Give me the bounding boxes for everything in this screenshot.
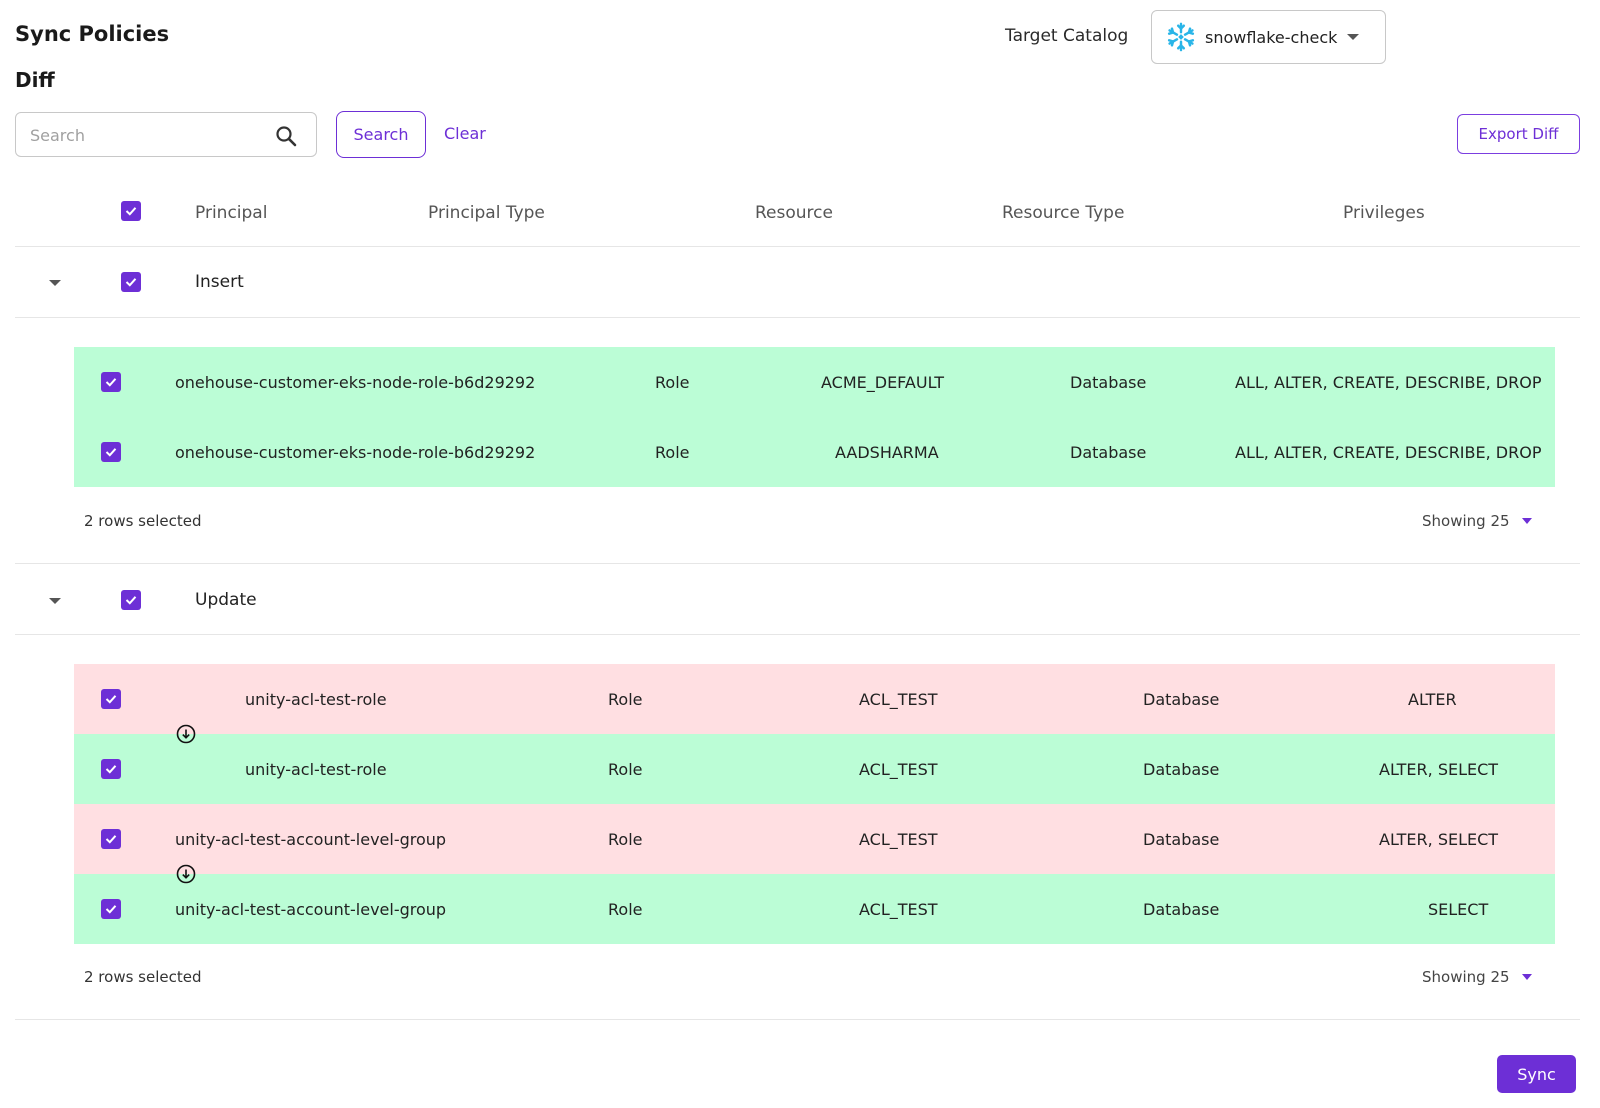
cell-resource: ACL_TEST [859,759,938,779]
arrow-down-circle-icon [176,724,196,744]
row-checkbox[interactable] [101,759,121,779]
cell-principal: unity-acl-test-role [245,759,387,779]
cell-principal: onehouse-customer-eks-node-role-b6d29292 [175,372,536,392]
row-checkbox[interactable] [101,372,121,392]
check-icon [125,207,137,216]
page-size-select[interactable]: Showing 25 [1422,512,1532,530]
cell-privileges: ALTER, SELECT [1379,829,1499,849]
row-checkbox[interactable] [101,829,121,849]
group-insert-label: Insert [195,272,244,292]
cell-privileges: ALTER, SELECT [1379,759,1499,779]
cell-resource-type: Database [1143,759,1220,779]
clear-button[interactable]: Clear [444,124,486,143]
cell-resource-type: Database [1143,899,1220,919]
cell-privileges: ALL, ALTER, CREATE, DESCRIBE, DROP [1235,372,1542,392]
chevron-down-icon [1347,34,1360,40]
group-divider [15,1019,1580,1020]
group-update-label: Update [195,590,257,610]
rows-selected-text: 2 rows selected [84,968,202,986]
check-icon [105,695,117,704]
cell-principal-type: Role [655,372,690,392]
export-diff-button[interactable]: Export Diff [1457,114,1580,154]
table-row[interactable]: onehouse-customer-eks-node-role-b6d29292… [74,347,1555,417]
check-icon [105,765,117,774]
cell-resource: ACL_TEST [859,899,938,919]
snowflake-icon [1164,20,1198,54]
cell-resource: ACL_TEST [859,689,938,709]
cell-principal-type: Role [608,829,643,849]
row-checkbox[interactable] [101,689,121,709]
page-title: Sync Policies [15,22,170,46]
chevron-down-icon [1521,974,1532,980]
column-header-principal[interactable]: Principal [195,203,268,223]
cell-principal-type: Role [608,899,643,919]
check-icon [105,378,117,387]
cell-principal: unity-acl-test-role [245,689,387,709]
table-row[interactable]: unity-acl-test-account-level-group Role … [74,804,1555,874]
cell-privileges: SELECT [1428,899,1489,919]
check-icon [105,835,117,844]
column-header-resource[interactable]: Resource [755,203,833,223]
search-box [15,112,317,157]
search-icon[interactable] [274,124,298,148]
check-icon [105,448,117,457]
cell-resource: ACL_TEST [859,829,938,849]
group-update-expand-icon[interactable] [49,598,61,604]
group-divider [15,563,1580,564]
select-all-checkbox[interactable] [121,201,141,221]
table-row[interactable]: unity-acl-test-account-level-group Role … [74,874,1555,944]
cell-principal-type: Role [608,759,643,779]
search-input[interactable] [30,123,260,147]
page-size-label: Showing 25 [1422,512,1510,530]
table-row[interactable]: unity-acl-test-role Role ACL_TEST Databa… [74,734,1555,804]
cell-privileges: ALL, ALTER, CREATE, DESCRIBE, DROP [1235,442,1542,462]
cell-principal-type: Role [655,442,690,462]
cell-principal: unity-acl-test-account-level-group [175,829,447,849]
cell-principal-type: Role [608,689,643,709]
column-header-principal-type[interactable]: Principal Type [428,203,545,223]
group-update-checkbox[interactable] [121,590,141,610]
cell-resource: ACME_DEFAULT [821,372,945,392]
header-divider [15,246,1580,247]
column-header-resource-type[interactable]: Resource Type [1002,203,1125,223]
check-icon [125,278,137,287]
chevron-down-icon [1521,518,1532,524]
row-checkbox[interactable] [101,442,121,462]
column-header-privileges[interactable]: Privileges [1343,203,1425,223]
target-catalog-select[interactable]: snowflake-check [1151,10,1386,64]
cell-resource-type: Database [1143,689,1220,709]
group-divider [15,634,1580,635]
cell-principal: onehouse-customer-eks-node-role-b6d29292 [175,442,536,462]
sync-button[interactable]: Sync [1497,1055,1576,1093]
group-insert-checkbox[interactable] [121,272,141,292]
diff-section-title: Diff [15,68,55,92]
search-button[interactable]: Search [336,111,426,158]
cell-resource: AADSHARMA [835,442,939,462]
target-catalog-value: snowflake-check [1205,27,1338,47]
cell-resource-type: Database [1070,372,1147,392]
table-row[interactable]: unity-acl-test-role Role ACL_TEST Databa… [74,664,1555,734]
arrow-down-circle-icon [176,864,196,884]
group-divider [15,317,1580,318]
check-icon [125,596,137,605]
row-checkbox[interactable] [101,899,121,919]
cell-resource-type: Database [1143,829,1220,849]
cell-privileges: ALTER [1408,689,1457,709]
rows-selected-text: 2 rows selected [84,512,202,530]
check-icon [105,905,117,914]
group-insert-expand-icon[interactable] [49,280,61,286]
table-row[interactable]: onehouse-customer-eks-node-role-b6d29292… [74,417,1555,487]
page-size-label: Showing 25 [1422,968,1510,986]
cell-resource-type: Database [1070,442,1147,462]
cell-principal: unity-acl-test-account-level-group [175,899,447,919]
page-size-select[interactable]: Showing 25 [1422,968,1532,986]
target-catalog-label: Target Catalog [1005,26,1129,46]
